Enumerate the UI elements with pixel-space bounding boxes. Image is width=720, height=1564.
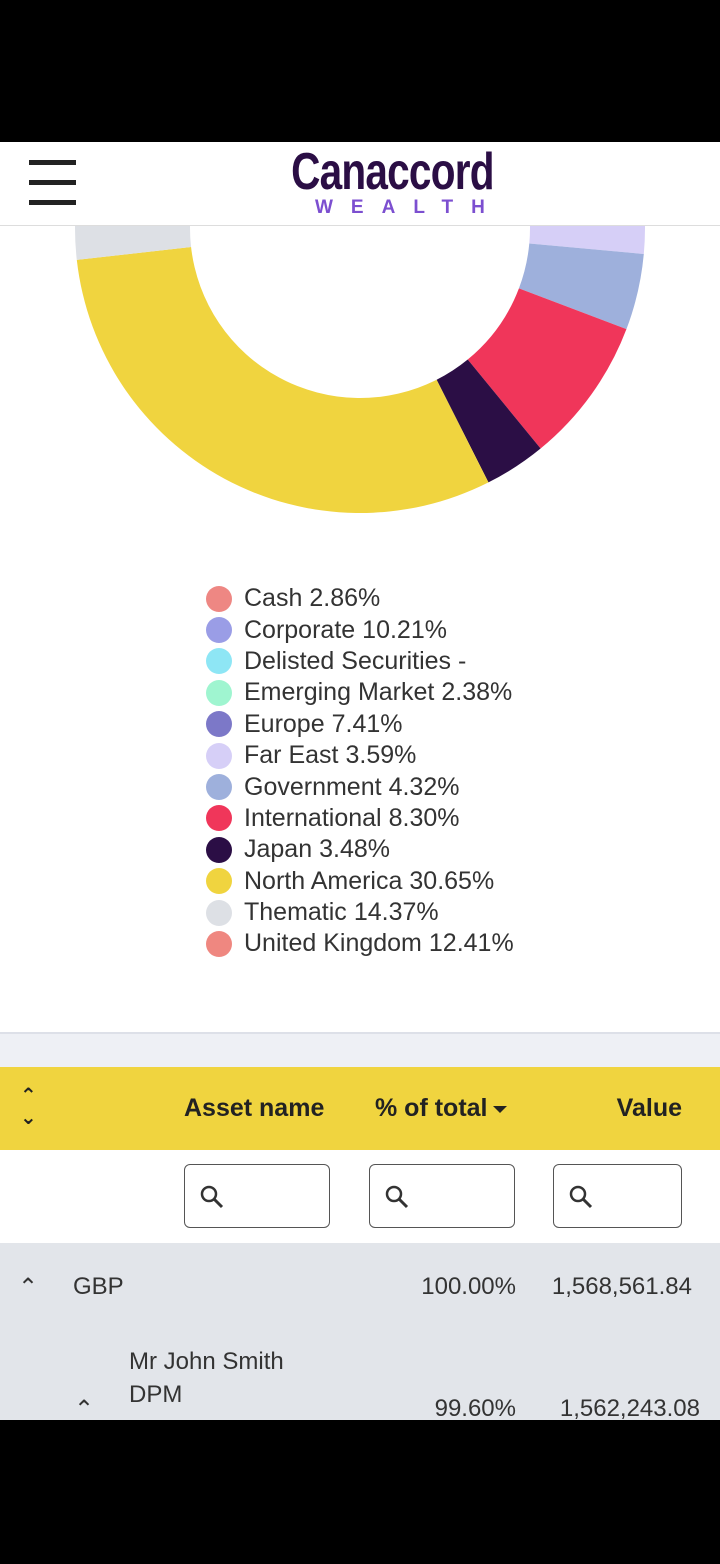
expand-toggle[interactable]: ⌃ [74, 1396, 95, 1420]
legend-value: 12.41% [428, 929, 514, 958]
cell: 1,562,243.08 [559, 1395, 700, 1420]
column-header[interactable]: Asset name [184, 1094, 325, 1122]
screen: Canaccord WEALTH Cash 2.86% Corporate 10.21… [0, 142, 720, 1420]
legend-value: 2.38% [441, 678, 513, 707]
legend-item: Cash 2.86% [206, 583, 514, 614]
cell: 99.60% [434, 1395, 516, 1420]
legend-item: Europe 7.41% [206, 709, 514, 740]
legend-item: North America 30.65% [206, 866, 514, 897]
cell: GBP [73, 1273, 124, 1300]
legend-item: Delisted Securities - [206, 646, 514, 677]
legend: Cash 2.86% Corporate 10.21% Delisted Securit… [206, 583, 514, 960]
legend-swatch [206, 899, 232, 926]
search-input[interactable] [369, 1164, 515, 1228]
legend-item: International 8.30% [206, 803, 514, 834]
legend-swatch [206, 930, 232, 957]
expand-toggle[interactable]: ⌃ [18, 1274, 39, 1301]
legend-label: Far East [244, 741, 339, 770]
legend-value: 4.32% [388, 772, 460, 801]
legend-value: 2.86% [309, 584, 381, 613]
legend-item: Emerging Market 2.38% [206, 677, 514, 708]
spacer [0, 1032, 720, 1069]
search-input[interactable] [184, 1164, 330, 1228]
legend-item: Japan 3.48% [206, 834, 514, 865]
legend-swatch [206, 836, 232, 863]
legend-label: Government [244, 772, 382, 801]
table-body: ⌃ GBP 100.00% 1,568,561.84 ⌃ Mr John Smi… [0, 1243, 720, 1420]
legend-item: Corporate 10.21% [206, 614, 514, 645]
legend-swatch [206, 774, 232, 801]
cell: 100.00% [421, 1273, 516, 1300]
legend-swatch [206, 648, 232, 675]
legend-label: International [244, 803, 382, 832]
table-header: ⌃ ⌄ Asset name % of total Value [0, 1067, 720, 1150]
column-header[interactable]: % of total [375, 1094, 488, 1122]
legend-swatch [206, 585, 232, 612]
legend-label: Thematic [244, 898, 347, 927]
legend-swatch [206, 805, 232, 832]
legend-swatch [206, 742, 232, 769]
legend-swatch [206, 617, 232, 644]
legend-swatch [206, 679, 232, 706]
legend-label: North America [244, 866, 403, 895]
legend-item: Far East 3.59% [206, 740, 514, 771]
header: Canaccord WEALTH [0, 142, 720, 226]
legend-value: 10.21% [362, 615, 447, 644]
brand-sub: WEALTH [315, 197, 503, 218]
legend-swatch [206, 868, 232, 895]
sort-toggle[interactable]: ⌃ ⌄ [20, 1085, 37, 1129]
legend-item: Government 4.32% [206, 771, 514, 802]
donut-segment [436, 359, 541, 483]
brand: Canaccord [291, 143, 494, 201]
donut-segment [75, 225, 192, 260]
legend-label: Emerging Market [244, 678, 435, 707]
column-header[interactable]: Value [616, 1094, 682, 1122]
legend-value: 8.30% [388, 803, 460, 832]
donut-segment [467, 288, 627, 449]
filter-row [0, 1150, 720, 1243]
legend-item: Thematic 14.37% [206, 897, 514, 928]
donut-segment [518, 243, 644, 330]
legend-swatch [206, 711, 232, 738]
legend-value: 30.65% [409, 866, 495, 895]
legend-value: 3.48% [319, 835, 391, 864]
donut-chart [75, 225, 645, 514]
legend-item: United Kingdom 12.41% [206, 928, 514, 959]
legend-label: United Kingdom [244, 929, 422, 958]
legend-value: 3.59% [345, 741, 417, 770]
legend-label: Cash [244, 584, 303, 613]
legend-label: Corporate [244, 615, 356, 644]
legend-value: 14.37% [353, 898, 439, 927]
donut-segment [529, 225, 645, 255]
cell: 1,568,561.84 [551, 1273, 692, 1300]
cell: Mr John Smith DPM [129, 1348, 284, 1408]
legend-label: Europe [244, 709, 325, 738]
sort-arrow [493, 1106, 507, 1113]
search-input[interactable] [553, 1164, 682, 1228]
menu-button[interactable] [29, 160, 76, 220]
legend-value: - [458, 646, 467, 675]
legend-value: 7.41% [331, 709, 403, 738]
donut-segment [76, 247, 489, 514]
legend-label: Japan [244, 835, 313, 864]
legend-label: Delisted Securities [244, 646, 452, 675]
